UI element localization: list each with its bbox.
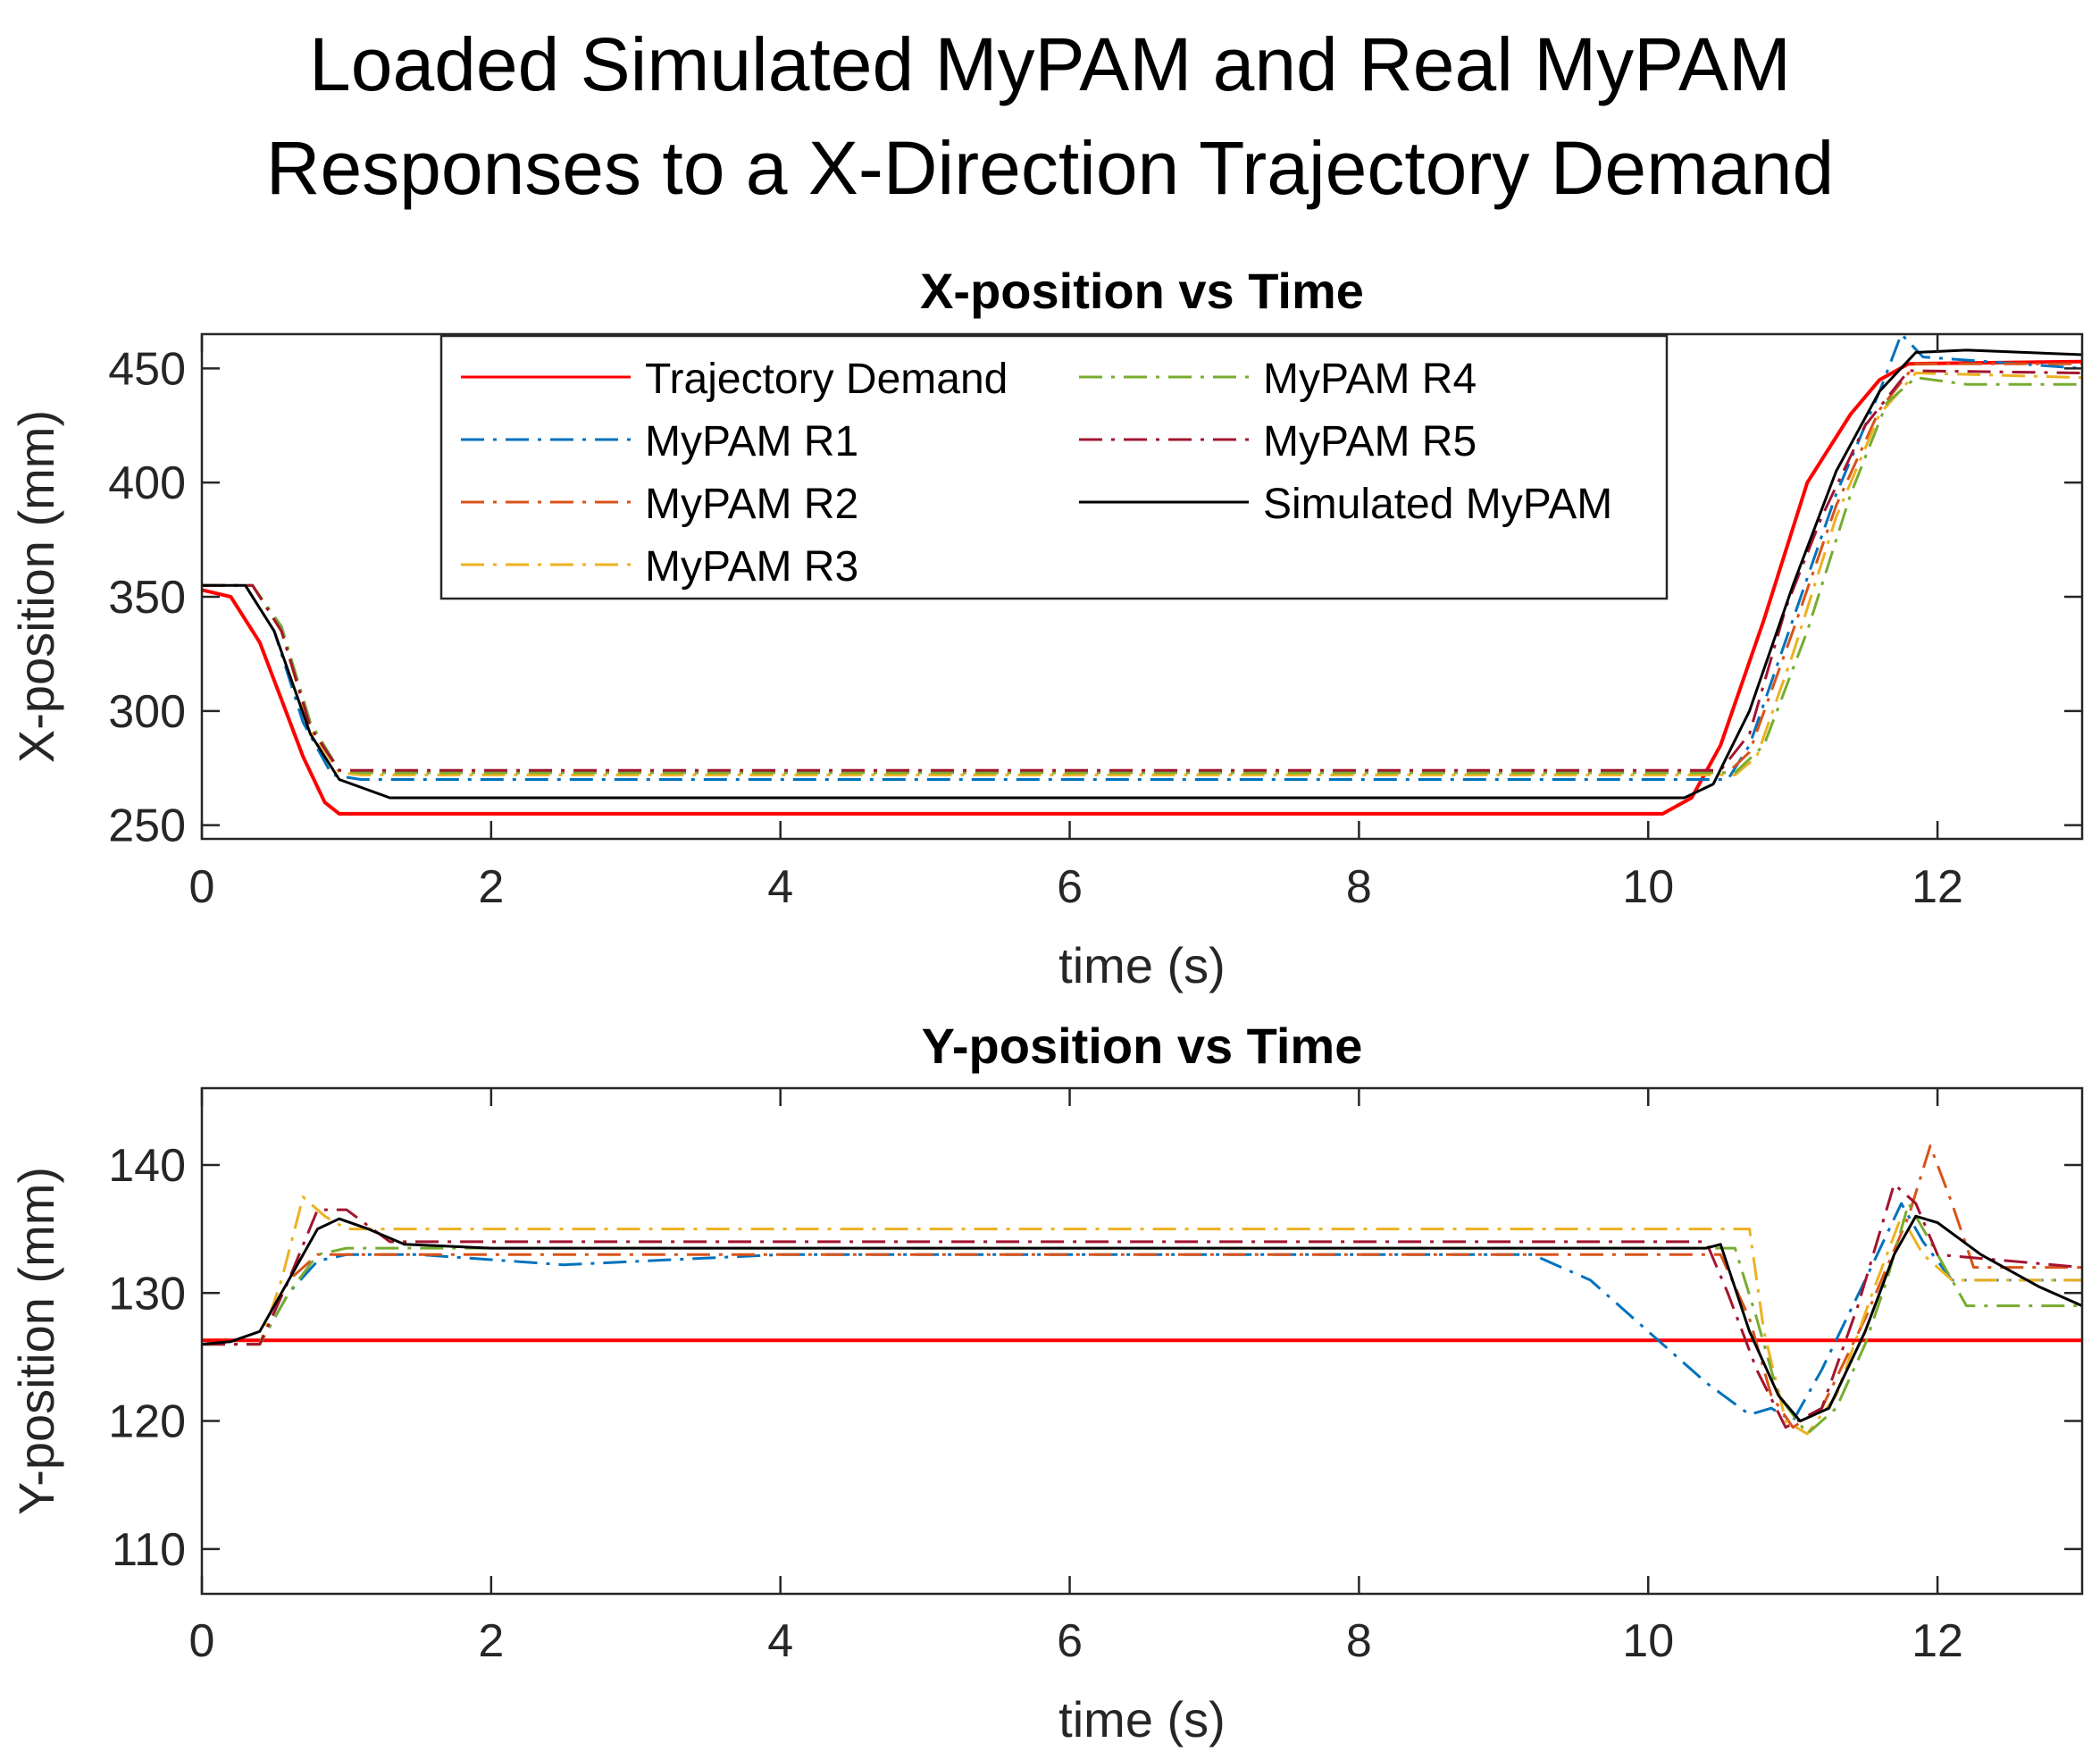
chart-1-ytick-label: 450 (108, 343, 186, 395)
legend-label-mypam-r4: MyPAM R4 (1263, 356, 1477, 403)
chart-2-xtick-label: 12 (1912, 1615, 1963, 1667)
chart-1-xtick-label: 0 (189, 861, 215, 913)
legend-label-simulated-mypam: Simulated MyPAM (1263, 481, 1612, 528)
chart-1-series-mypam-r5 (202, 369, 2082, 772)
chart-2-series-simulated-mypam (202, 1214, 2082, 1423)
chart-2-xtick-label: 10 (1622, 1615, 1674, 1667)
legend-box (439, 334, 1669, 600)
chart-2-ytick-label: 130 (108, 1268, 186, 1320)
chart-1-series-simulated-mypam (202, 348, 2082, 800)
chart-1-series-mypam-r4 (202, 376, 2082, 775)
chart-1-xtick-label: 10 (1622, 861, 1674, 913)
figure-title-line-1: Loaded Simulated MyPAM and Real MyPAM (309, 22, 1791, 106)
figure-title-line-2: Responses to a X-Direction Trajectory De… (265, 126, 1835, 210)
chart-2-xtick-label: 2 (478, 1615, 504, 1667)
chart-1-series-trajectory-demand (202, 359, 2082, 816)
chart-1-axes-box (200, 332, 2084, 841)
legend-label-trajectory-demand: Trajectory Demand (645, 356, 1008, 403)
legend-label-mypam-r2: MyPAM R2 (645, 481, 858, 528)
chart-1-ylabel: X-position (mm) (8, 410, 64, 763)
chart-1-ytick-label: 400 (108, 457, 186, 509)
chart-1-xtick-label: 6 (1057, 861, 1083, 913)
chart-2-axes-box (200, 1086, 2084, 1596)
chart-1-ytick-label: 300 (108, 686, 186, 738)
chart-2-series-mypam-r3 (202, 1195, 2082, 1436)
chart-2-xlabel: time (s) (1058, 1691, 1226, 1747)
chart-2-xtick-label: 4 (767, 1615, 793, 1667)
chart-2-xtick-label: 8 (1346, 1615, 1372, 1667)
chart-2-xtick-label: 6 (1057, 1615, 1083, 1667)
chart-2-title: Y-position vs Time (922, 1018, 1363, 1074)
legend-label-mypam-r1: MyPAM R1 (645, 418, 858, 465)
chart-1-xtick-label: 8 (1346, 861, 1372, 913)
chart-1-xlabel: time (s) (1058, 937, 1226, 993)
chart-1-title: X-position vs Time (920, 263, 1364, 319)
chart-1-ytick-label: 250 (108, 800, 186, 852)
chart-2-xtick-label: 0 (189, 1615, 215, 1667)
chart-2-series-mypam-r4 (202, 1202, 2082, 1436)
chart-2-ytick-label: 120 (108, 1396, 186, 1448)
chart-2-series-mypam-r2 (202, 1144, 2082, 1429)
legend-label-mypam-r3: MyPAM R3 (645, 543, 858, 591)
chart-2-series-mypam-r5 (202, 1183, 2082, 1429)
chart-2-ytick-label: 110 (112, 1524, 186, 1576)
chart-1-ytick-label: 350 (108, 572, 186, 624)
chart-2-ytick-label: 140 (108, 1140, 186, 1192)
legend-label-mypam-r5: MyPAM R5 (1263, 418, 1477, 465)
chart-1-xtick-label: 12 (1912, 861, 1963, 913)
chart-1-xtick-label: 2 (478, 861, 504, 913)
chart-1-xtick-label: 4 (767, 861, 793, 913)
chart-2-series-mypam-r1 (202, 1202, 2082, 1423)
chart-2-ylabel: Y-position (mm) (8, 1167, 64, 1515)
